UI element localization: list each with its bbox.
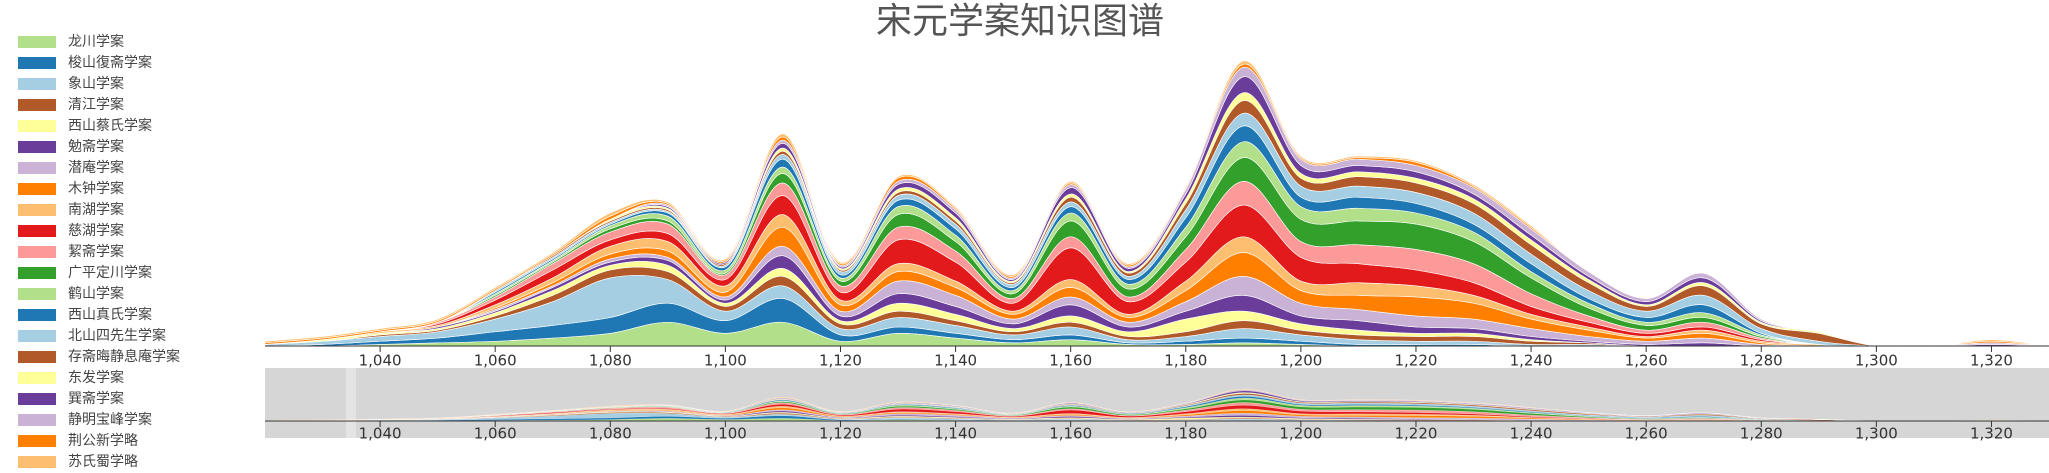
legend-label: 广平定川学案 bbox=[68, 264, 152, 281]
legend-label: 清江学案 bbox=[68, 96, 124, 113]
x-tick-label: 1,120 bbox=[819, 352, 862, 370]
context-background bbox=[265, 368, 2049, 438]
legend-label: 龙川学案 bbox=[68, 33, 124, 50]
legend-label: 东发学案 bbox=[68, 369, 124, 386]
x-tick-label: 1,240 bbox=[1510, 425, 1553, 443]
x-tick-label: 1,280 bbox=[1740, 352, 1783, 370]
legend-swatch bbox=[18, 393, 56, 405]
x-tick-label: 1,180 bbox=[1164, 425, 1207, 443]
x-tick-label: 1,300 bbox=[1855, 425, 1898, 443]
legend-swatch bbox=[18, 99, 56, 111]
legend-swatch bbox=[18, 204, 56, 216]
x-tick-label: 1,060 bbox=[474, 425, 517, 443]
x-tick-label: 1,040 bbox=[359, 425, 402, 443]
x-tick-label: 1,280 bbox=[1740, 425, 1783, 443]
legend-swatch bbox=[18, 309, 56, 321]
x-tick-label: 1,220 bbox=[1394, 352, 1437, 370]
x-tick-label: 1,100 bbox=[704, 352, 747, 370]
legend-label: 象山学案 bbox=[68, 75, 124, 92]
legend-swatch bbox=[18, 162, 56, 174]
legend-label: 静明宝峰学案 bbox=[68, 411, 152, 428]
chart-title: 宋元学案知识图谱 bbox=[876, 1, 1164, 42]
legend-label: 存斋晦静息庵学案 bbox=[68, 348, 180, 365]
legend-label: 潜庵学案 bbox=[68, 159, 124, 176]
x-tick-label: 1,060 bbox=[474, 352, 517, 370]
x-tick-label: 1,240 bbox=[1510, 352, 1553, 370]
legend-label: 西山真氏学案 bbox=[68, 306, 152, 323]
legend-label: 絜斋学案 bbox=[68, 243, 124, 260]
legend-swatch bbox=[18, 183, 56, 195]
brush-selection bbox=[346, 368, 356, 438]
x-tick-label: 1,320 bbox=[1970, 352, 2013, 370]
legend-swatch bbox=[18, 456, 56, 468]
legend-swatch bbox=[18, 78, 56, 90]
legend-label: 西山蔡氏学案 bbox=[68, 117, 152, 134]
legend-label: 勉斋学案 bbox=[68, 138, 124, 155]
x-tick-label: 1,300 bbox=[1855, 352, 1898, 370]
legend-label: 巽斋学案 bbox=[68, 390, 124, 407]
legend-swatch bbox=[18, 36, 56, 48]
x-tick-label: 1,100 bbox=[704, 425, 747, 443]
x-tick-label: 1,160 bbox=[1049, 425, 1092, 443]
x-tick-label: 1,140 bbox=[934, 425, 977, 443]
legend-swatch bbox=[18, 372, 56, 384]
legend-swatch bbox=[18, 120, 56, 132]
x-tick-label: 1,160 bbox=[1049, 352, 1092, 370]
x-tick-label: 1,040 bbox=[359, 352, 402, 370]
legend-swatch bbox=[18, 57, 56, 69]
legend-swatch bbox=[18, 330, 56, 342]
x-tick-label: 1,220 bbox=[1394, 425, 1437, 443]
legend-swatch bbox=[18, 225, 56, 237]
legend-swatch bbox=[18, 267, 56, 279]
legend-label: 鹤山学案 bbox=[68, 285, 124, 302]
legend-label: 苏氏蜀学略 bbox=[68, 454, 138, 470]
legend-label: 梭山復斋学案 bbox=[68, 54, 152, 71]
legend-swatch bbox=[18, 288, 56, 300]
legend-label: 荆公新学略 bbox=[68, 433, 138, 449]
legend-swatch bbox=[18, 141, 56, 153]
legend-swatch bbox=[18, 246, 56, 258]
legend-swatch bbox=[18, 414, 56, 426]
x-tick-label: 1,120 bbox=[819, 425, 862, 443]
x-tick-label: 1,320 bbox=[1970, 425, 2013, 443]
x-tick-label: 1,180 bbox=[1164, 352, 1207, 370]
x-tick-label: 1,140 bbox=[934, 352, 977, 370]
x-tick-label: 1,260 bbox=[1625, 352, 1668, 370]
legend-label: 慈湖学案 bbox=[68, 222, 124, 239]
x-tick-label: 1,080 bbox=[589, 352, 632, 370]
x-tick-label: 1,080 bbox=[589, 425, 632, 443]
legend-label: 北山四先生学案 bbox=[68, 327, 166, 344]
x-tick-label: 1,260 bbox=[1625, 425, 1668, 443]
legend-label: 南湖学案 bbox=[68, 201, 124, 218]
legend-swatch bbox=[18, 435, 56, 447]
legend-label: 木钟学案 bbox=[68, 180, 124, 197]
x-tick-label: 1,200 bbox=[1279, 425, 1322, 443]
legend-swatch bbox=[18, 351, 56, 363]
x-tick-label: 1,200 bbox=[1279, 352, 1322, 370]
